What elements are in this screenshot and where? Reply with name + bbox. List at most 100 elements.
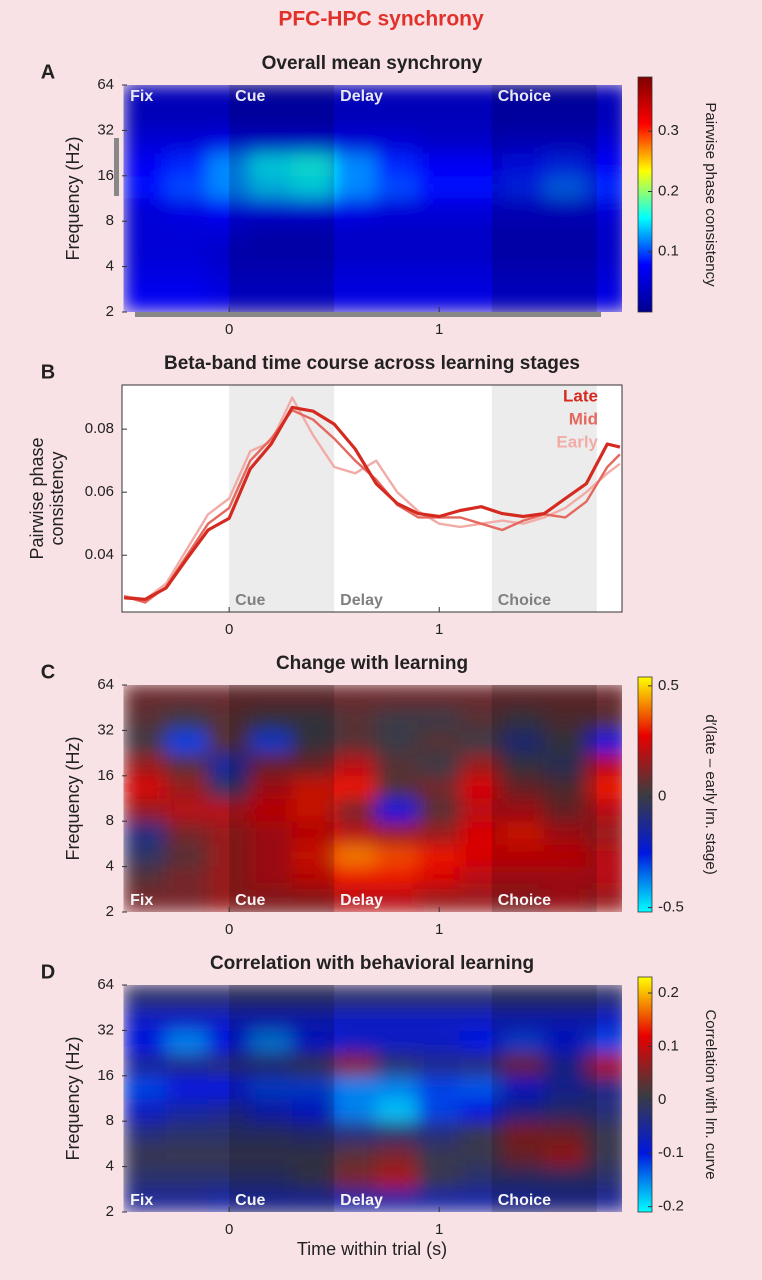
epoch-shade xyxy=(229,985,335,1212)
heatmap-cell xyxy=(501,152,545,177)
y-axis-label: Pairwise phase xyxy=(27,437,47,559)
heatmap-cell xyxy=(207,1075,251,1099)
heatmap-cell xyxy=(543,707,587,731)
heatmap-cell xyxy=(333,865,377,890)
heatmap-cell xyxy=(207,865,251,890)
heatmap-cell xyxy=(333,729,377,754)
heatmap-cell xyxy=(417,129,461,154)
epoch-label: Fix xyxy=(130,88,153,105)
heatmap-cell xyxy=(501,198,545,222)
heatmap-cell xyxy=(375,1142,419,1167)
heatmap-cell xyxy=(165,1075,209,1099)
heatmap-cell xyxy=(123,888,167,912)
heatmap-cell xyxy=(543,985,587,1008)
heatmap-cell xyxy=(459,107,503,131)
heatmap-cell xyxy=(459,865,503,890)
heatmap-cell xyxy=(501,798,545,822)
heatmap-cell xyxy=(291,1098,335,1122)
heatmap-cell xyxy=(165,1007,209,1031)
heatmap-cell xyxy=(165,242,209,267)
heatmap-cell xyxy=(249,775,293,799)
heatmap-cell xyxy=(165,1120,209,1145)
heatmap-cell xyxy=(459,175,503,199)
heatmap-cell xyxy=(291,1188,335,1212)
heatmap-cell xyxy=(501,888,545,912)
heatmap-cell xyxy=(501,107,545,131)
heatmap-cell xyxy=(291,985,335,1008)
colorbar-tick-label: -0.1 xyxy=(658,1144,684,1161)
heatmap-cell xyxy=(375,888,419,912)
heatmap-cell xyxy=(543,1075,587,1099)
heatmap-cell xyxy=(501,1120,545,1145)
heatmap-cell xyxy=(501,707,545,731)
heatmap-cell xyxy=(585,1052,622,1077)
colorbar-label: Correlation with lrn. curve xyxy=(702,1009,719,1179)
heatmap-cell xyxy=(123,1120,167,1145)
heatmap-cell xyxy=(543,129,587,154)
heatmap-cell xyxy=(123,729,167,754)
heatmap-cell xyxy=(333,242,377,267)
heatmap-cell xyxy=(543,1029,587,1054)
heatmap-cell xyxy=(291,265,335,290)
colorbar xyxy=(637,676,653,913)
heatmap-cell xyxy=(249,129,293,154)
heatmap-cell xyxy=(585,175,622,199)
heatmap-cell xyxy=(291,820,335,845)
heatmap-cell xyxy=(291,729,335,754)
heatmap-cell xyxy=(291,1120,335,1145)
heatmap-cell xyxy=(417,175,461,199)
colorbar-tick-label: 0 xyxy=(658,788,666,805)
heatmap-cell xyxy=(501,985,545,1008)
heatmap-cell xyxy=(585,1120,622,1145)
heatmap-cell xyxy=(291,85,335,108)
heatmap-cell xyxy=(207,707,251,731)
heatmap-cell xyxy=(207,888,251,912)
heatmap-cell xyxy=(543,1052,587,1077)
heatmap-cell xyxy=(165,865,209,890)
heatmap-cell xyxy=(375,729,419,754)
heatmap-cell xyxy=(585,1188,622,1212)
heatmap-cell xyxy=(585,752,622,777)
y-tick-label: 8 xyxy=(106,212,114,229)
heatmap-cell xyxy=(543,198,587,222)
heatmap-cell xyxy=(123,198,167,222)
heatmap-cell xyxy=(207,265,251,290)
heatmap-cell xyxy=(375,288,419,312)
heatmap-clip xyxy=(123,985,622,1212)
epoch-shade xyxy=(229,685,335,912)
heatmap-cell xyxy=(501,242,545,267)
y-tick-label: 64 xyxy=(97,976,114,993)
heatmap-cell xyxy=(249,198,293,222)
heatmap-cell xyxy=(333,985,377,1008)
heatmap-cell xyxy=(585,798,622,822)
heatmap-cell xyxy=(333,1165,377,1190)
heatmap-cell xyxy=(207,1029,251,1054)
heatmap-cell xyxy=(333,85,377,108)
heatmap-cell xyxy=(459,888,503,912)
heatmap-cell xyxy=(459,798,503,822)
heatmap-cell xyxy=(207,175,251,199)
heatmap-cell xyxy=(417,865,461,890)
heatmap-cell xyxy=(585,1075,622,1099)
heatmap-cell xyxy=(417,1007,461,1031)
heatmap-cell xyxy=(333,842,377,867)
heatmap-cell xyxy=(165,1098,209,1122)
heatmap-cell xyxy=(291,1029,335,1054)
heatmap xyxy=(123,685,622,912)
heatmap-cell xyxy=(375,1007,419,1031)
heatmap-cell xyxy=(123,1007,167,1031)
colorbar-tick-label: -0.2 xyxy=(658,1198,684,1215)
heatmap-cell xyxy=(165,85,209,108)
epoch-label: Choice xyxy=(498,592,551,609)
heatmap-cell xyxy=(165,265,209,290)
heatmap-cell xyxy=(165,1029,209,1054)
heatmap-cell xyxy=(459,1098,503,1122)
legend-label: Early xyxy=(556,432,598,451)
heatmap-cell xyxy=(123,707,167,731)
heatmap-cell xyxy=(543,1165,587,1190)
heatmap-cell xyxy=(249,1120,293,1145)
heatmap-cell xyxy=(249,865,293,890)
heatmap-cell xyxy=(585,729,622,754)
heatmap-clip xyxy=(123,85,622,312)
heatmap-cell xyxy=(501,1165,545,1190)
